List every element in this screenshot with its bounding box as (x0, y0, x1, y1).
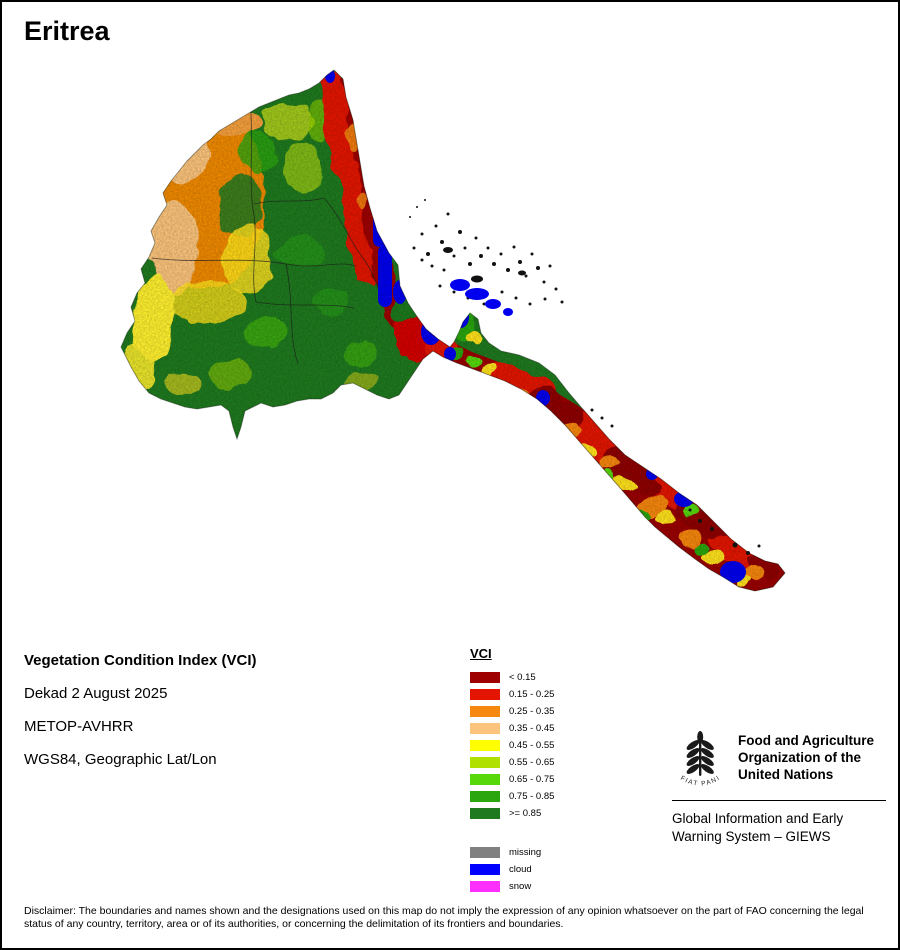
fao-block: FIAT PANIS Food and Agriculture Organiza… (672, 730, 886, 846)
legend-label: snow (509, 881, 532, 892)
disclaimer-text: Disclaimer: The boundaries and names sho… (24, 905, 864, 930)
legend-label: 0.25 - 0.35 (509, 706, 555, 717)
legend-swatch (470, 672, 500, 683)
legend-swatch (470, 864, 500, 875)
legend-row: 0.65 - 0.75 (470, 771, 554, 788)
legend-row: 0.45 - 0.55 (470, 737, 554, 754)
legend-label: 0.15 - 0.25 (509, 689, 555, 700)
legend-row: 0.55 - 0.65 (470, 754, 554, 771)
admin-boundaries (151, 97, 379, 365)
legend-label: >= 0.85 (509, 808, 542, 819)
legend-label: 0.65 - 0.75 (509, 774, 555, 785)
country-outline (120, 69, 786, 592)
giews-name: Global Information and Early Warning Sys… (672, 811, 844, 844)
vci-heading: Vegetation Condition Index (VCI) (24, 652, 257, 669)
legend-swatch (470, 740, 500, 751)
legend-row: 0.15 - 0.25 (470, 686, 554, 703)
legend-swatch (470, 757, 500, 768)
legend-swatch (470, 723, 500, 734)
fao-org-name: Food and Agriculture Organization of the… (738, 733, 874, 782)
legend-label: 0.75 - 0.85 (509, 791, 555, 802)
islands (409, 199, 761, 555)
legend-label: < 0.15 (509, 672, 536, 683)
legend-row: 0.25 - 0.35 (470, 703, 554, 720)
map-info-block: Vegetation Condition Index (VCI) Dekad 2… (24, 652, 257, 784)
legend-row: missing (470, 844, 554, 861)
legend-extras: missing cloud snow (470, 844, 554, 895)
legend-swatch (470, 791, 500, 802)
legend-swatch (470, 706, 500, 717)
fao-divider (672, 800, 886, 801)
legend-label: missing (509, 847, 542, 858)
legend-label: 0.45 - 0.55 (509, 740, 555, 751)
legend-label: cloud (509, 864, 532, 875)
sensor-line: METOP-AVHRR (24, 718, 134, 735)
vci-raster (121, 70, 785, 591)
legend-swatch (470, 881, 500, 892)
dekad-line: Dekad 2 August 2025 (24, 685, 168, 702)
projection-line: WGS84, Geographic Lat/Lon (24, 751, 217, 768)
legend-row: 0.75 - 0.85 (470, 788, 554, 805)
legend-label: 0.35 - 0.45 (509, 723, 555, 734)
legend-row: cloud (470, 861, 554, 878)
legend-title: VCI (470, 646, 492, 661)
island-clouds (450, 279, 513, 316)
legend-row: < 0.15 (470, 669, 554, 686)
legend-label: 0.55 - 0.65 (509, 757, 555, 768)
page-title: Eritrea (24, 16, 110, 46)
vci-legend: VCI < 0.15 0.15 - 0.25 0.25 - 0.35 0.35 … (470, 646, 554, 895)
legend-row: >= 0.85 (470, 805, 554, 822)
legend-row: 0.35 - 0.45 (470, 720, 554, 737)
fao-logo-icon: FIAT PANIS (672, 730, 720, 788)
legend-swatch (470, 774, 500, 785)
legend-swatch (470, 847, 500, 858)
legend-swatch (470, 808, 500, 819)
legend-row: snow (470, 878, 554, 895)
legend-swatch (470, 689, 500, 700)
